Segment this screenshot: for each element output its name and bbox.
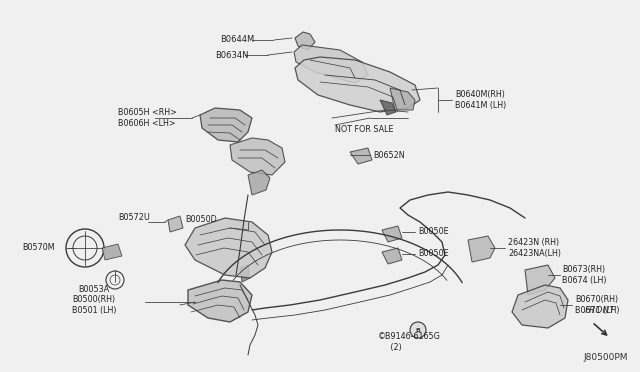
Polygon shape xyxy=(294,45,368,83)
Text: ©B9146-6165G
     (2): ©B9146-6165G (2) xyxy=(378,332,441,352)
Polygon shape xyxy=(512,285,568,328)
Text: B0050E: B0050E xyxy=(418,228,449,237)
Text: B0644M: B0644M xyxy=(220,35,254,45)
Text: B0050D: B0050D xyxy=(185,215,217,224)
Text: B0670(RH)
B0671 (LH): B0670(RH) B0671 (LH) xyxy=(575,295,620,315)
Polygon shape xyxy=(382,226,402,242)
Polygon shape xyxy=(240,265,250,282)
Text: B0640M(RH)
B0641M (LH): B0640M(RH) B0641M (LH) xyxy=(455,90,506,110)
Polygon shape xyxy=(295,32,315,50)
Polygon shape xyxy=(390,88,415,110)
Text: B0572U: B0572U xyxy=(118,214,150,222)
Text: B0673(RH)
B0674 (LH): B0673(RH) B0674 (LH) xyxy=(562,265,607,285)
Polygon shape xyxy=(525,265,555,295)
Polygon shape xyxy=(380,100,396,115)
Polygon shape xyxy=(188,280,252,322)
Text: B: B xyxy=(415,327,420,333)
Text: FRONT: FRONT xyxy=(585,306,616,315)
Ellipse shape xyxy=(410,322,426,338)
Text: B0500(RH)
B0501 (LH): B0500(RH) B0501 (LH) xyxy=(72,295,116,315)
Polygon shape xyxy=(230,138,285,175)
Polygon shape xyxy=(168,216,183,232)
Text: B0050E: B0050E xyxy=(418,250,449,259)
Text: J80500PM: J80500PM xyxy=(584,353,628,362)
Text: B0570M: B0570M xyxy=(22,244,54,253)
Text: 26423N (RH)
26423NA(LH): 26423N (RH) 26423NA(LH) xyxy=(508,238,561,258)
Polygon shape xyxy=(295,57,420,112)
Text: NOT FOR SALE: NOT FOR SALE xyxy=(335,125,394,135)
Polygon shape xyxy=(200,108,252,142)
Polygon shape xyxy=(468,236,495,262)
Polygon shape xyxy=(248,170,270,195)
Polygon shape xyxy=(382,248,402,264)
Text: B0605H <RH>
B0606H <LH>: B0605H <RH> B0606H <LH> xyxy=(118,108,177,128)
Text: B0053A: B0053A xyxy=(78,285,109,295)
Text: B0652N: B0652N xyxy=(373,151,404,160)
Polygon shape xyxy=(350,148,372,164)
Polygon shape xyxy=(185,218,272,278)
Text: B0634N: B0634N xyxy=(215,51,248,60)
Polygon shape xyxy=(102,244,122,260)
